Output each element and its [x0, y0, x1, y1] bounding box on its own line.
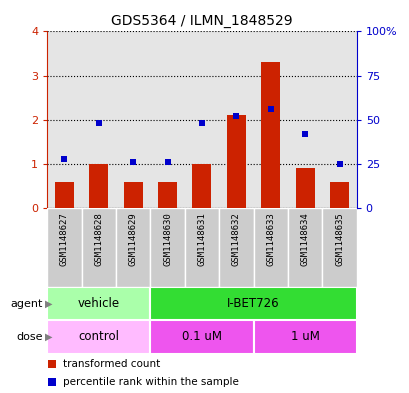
Bar: [81, 31, 116, 208]
Bar: [116, 208, 150, 287]
Text: GSM1148628: GSM1148628: [94, 212, 103, 266]
Bar: [81, 208, 116, 287]
Bar: [192, 164, 211, 208]
Bar: [253, 208, 287, 287]
Text: GSM1148632: GSM1148632: [231, 212, 240, 266]
Text: GSM1148635: GSM1148635: [334, 212, 343, 266]
Bar: [321, 208, 356, 287]
Bar: [218, 208, 253, 287]
Bar: [150, 320, 253, 354]
Bar: [184, 31, 218, 208]
Text: GSM1148631: GSM1148631: [197, 212, 206, 266]
Bar: [47, 208, 81, 287]
Bar: [218, 31, 253, 208]
Bar: [253, 320, 356, 354]
Bar: [261, 62, 279, 208]
Bar: [124, 182, 142, 208]
Bar: [47, 287, 150, 320]
Text: 0.1 uM: 0.1 uM: [182, 331, 221, 343]
Text: GSM1148630: GSM1148630: [163, 212, 172, 266]
Bar: [150, 208, 184, 287]
Title: GDS5364 / ILMN_1848529: GDS5364 / ILMN_1848529: [111, 14, 292, 28]
Bar: [55, 182, 74, 208]
Bar: [47, 320, 150, 354]
Text: GSM1148634: GSM1148634: [300, 212, 309, 266]
Bar: [150, 287, 356, 320]
Text: agent: agent: [11, 299, 43, 309]
Text: dose: dose: [16, 332, 43, 342]
Text: GSM1148633: GSM1148633: [265, 212, 274, 266]
Bar: [158, 182, 177, 208]
Text: transformed count: transformed count: [63, 358, 160, 369]
Text: control: control: [78, 331, 119, 343]
Text: vehicle: vehicle: [77, 297, 119, 310]
Bar: [184, 208, 218, 287]
Bar: [253, 31, 287, 208]
Text: 1 uM: 1 uM: [290, 331, 319, 343]
Bar: [329, 182, 348, 208]
Text: I-BET726: I-BET726: [227, 297, 279, 310]
Bar: [295, 169, 314, 208]
Text: GSM1148627: GSM1148627: [60, 212, 69, 266]
Bar: [287, 208, 321, 287]
Text: percentile rank within the sample: percentile rank within the sample: [63, 377, 238, 387]
Bar: [321, 31, 356, 208]
Bar: [47, 31, 81, 208]
Bar: [89, 164, 108, 208]
Bar: [116, 31, 150, 208]
Text: GSM1148629: GSM1148629: [128, 212, 137, 266]
Text: ▶: ▶: [45, 332, 52, 342]
Bar: [226, 116, 245, 208]
Bar: [150, 31, 184, 208]
Bar: [287, 31, 321, 208]
Text: ▶: ▶: [45, 299, 52, 309]
